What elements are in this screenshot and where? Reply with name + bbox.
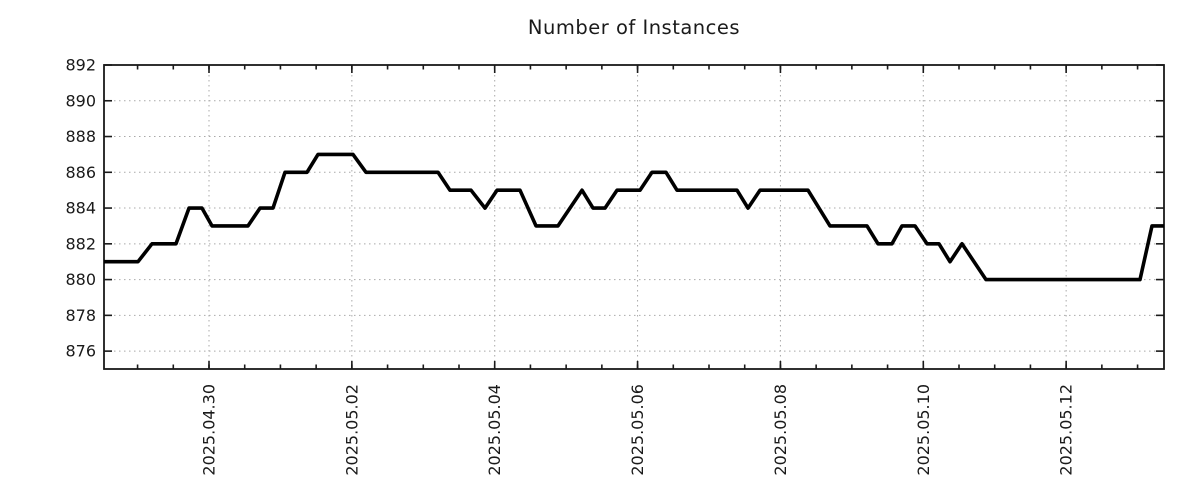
y-tick-label: 888 xyxy=(65,127,96,146)
x-tick-label: 2025.05.10 xyxy=(914,384,933,476)
y-tick-label: 876 xyxy=(65,342,96,361)
grid-lines xyxy=(104,64,1164,369)
y-tick-label: 890 xyxy=(65,91,96,110)
x-tick-label: 2025.05.06 xyxy=(628,384,647,476)
y-tick-label: 880 xyxy=(65,270,96,289)
x-tick-label: 2025.05.12 xyxy=(1057,384,1076,476)
x-tick-label: 2025.04.30 xyxy=(200,384,219,476)
data-line xyxy=(104,152,1164,282)
y-tick-label: 878 xyxy=(65,306,96,325)
x-axis-labels: 2025.04.30 2025.05.02 2025.05.04 2025.05.06… xyxy=(200,384,1076,476)
chart-title: Number of Instances xyxy=(527,16,741,39)
x-tick-label: 2025.05.04 xyxy=(485,384,504,476)
y-axis-labels: 876 878 880 882 884 886 888 890 892 xyxy=(65,56,96,361)
x-tick-label: 2025.05.08 xyxy=(771,384,790,476)
y-tick-label: 892 xyxy=(65,56,96,75)
y-tick-label: 886 xyxy=(65,163,96,182)
plot-border xyxy=(103,64,1165,370)
tick-marks xyxy=(104,64,1164,369)
x-tick-label: 2025.05.02 xyxy=(342,384,361,476)
y-tick-label: 882 xyxy=(65,234,96,253)
y-tick-label: 884 xyxy=(65,199,96,218)
